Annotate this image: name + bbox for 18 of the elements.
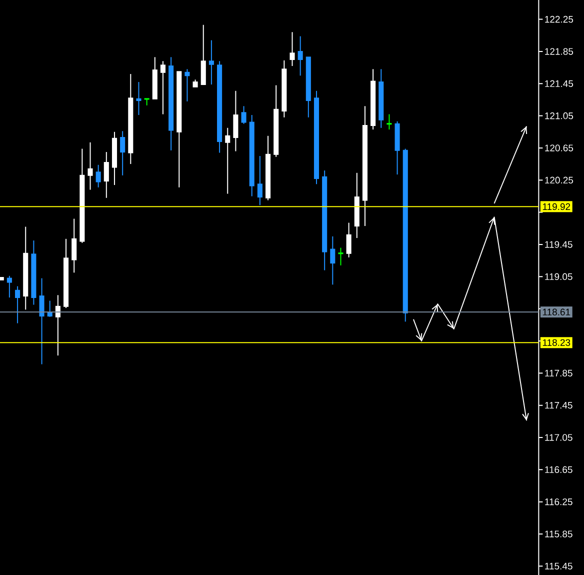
y-tick-label: 121.45 xyxy=(545,80,574,87)
y-tick-label: 119.45 xyxy=(545,241,572,248)
y-tick-label: 117.45 xyxy=(545,402,572,409)
y-tick-label: 121.85 xyxy=(545,48,574,55)
ref-line-label: 119.92 xyxy=(542,203,570,210)
y-tick-label: 119.05 xyxy=(545,273,572,280)
y-tick-label: 116.25 xyxy=(545,498,572,506)
y-tick-label: 120.25 xyxy=(545,176,574,184)
y-tick-label: 115.45 xyxy=(545,562,572,570)
y-tick-label: 121.05 xyxy=(545,112,574,120)
y-tick-label: 122.25 xyxy=(545,16,574,23)
ref-line-label: 118.23 xyxy=(542,339,570,346)
y-tick-label: 117.85 xyxy=(545,370,572,377)
y-tick-label: 115.85 xyxy=(545,530,572,538)
y-tick-label: 117.05 xyxy=(545,434,572,441)
y-tick-label: 116.65 xyxy=(545,466,572,474)
ref-line-label: 118.61 xyxy=(542,308,570,316)
y-tick-label: 120.65 xyxy=(545,144,574,152)
